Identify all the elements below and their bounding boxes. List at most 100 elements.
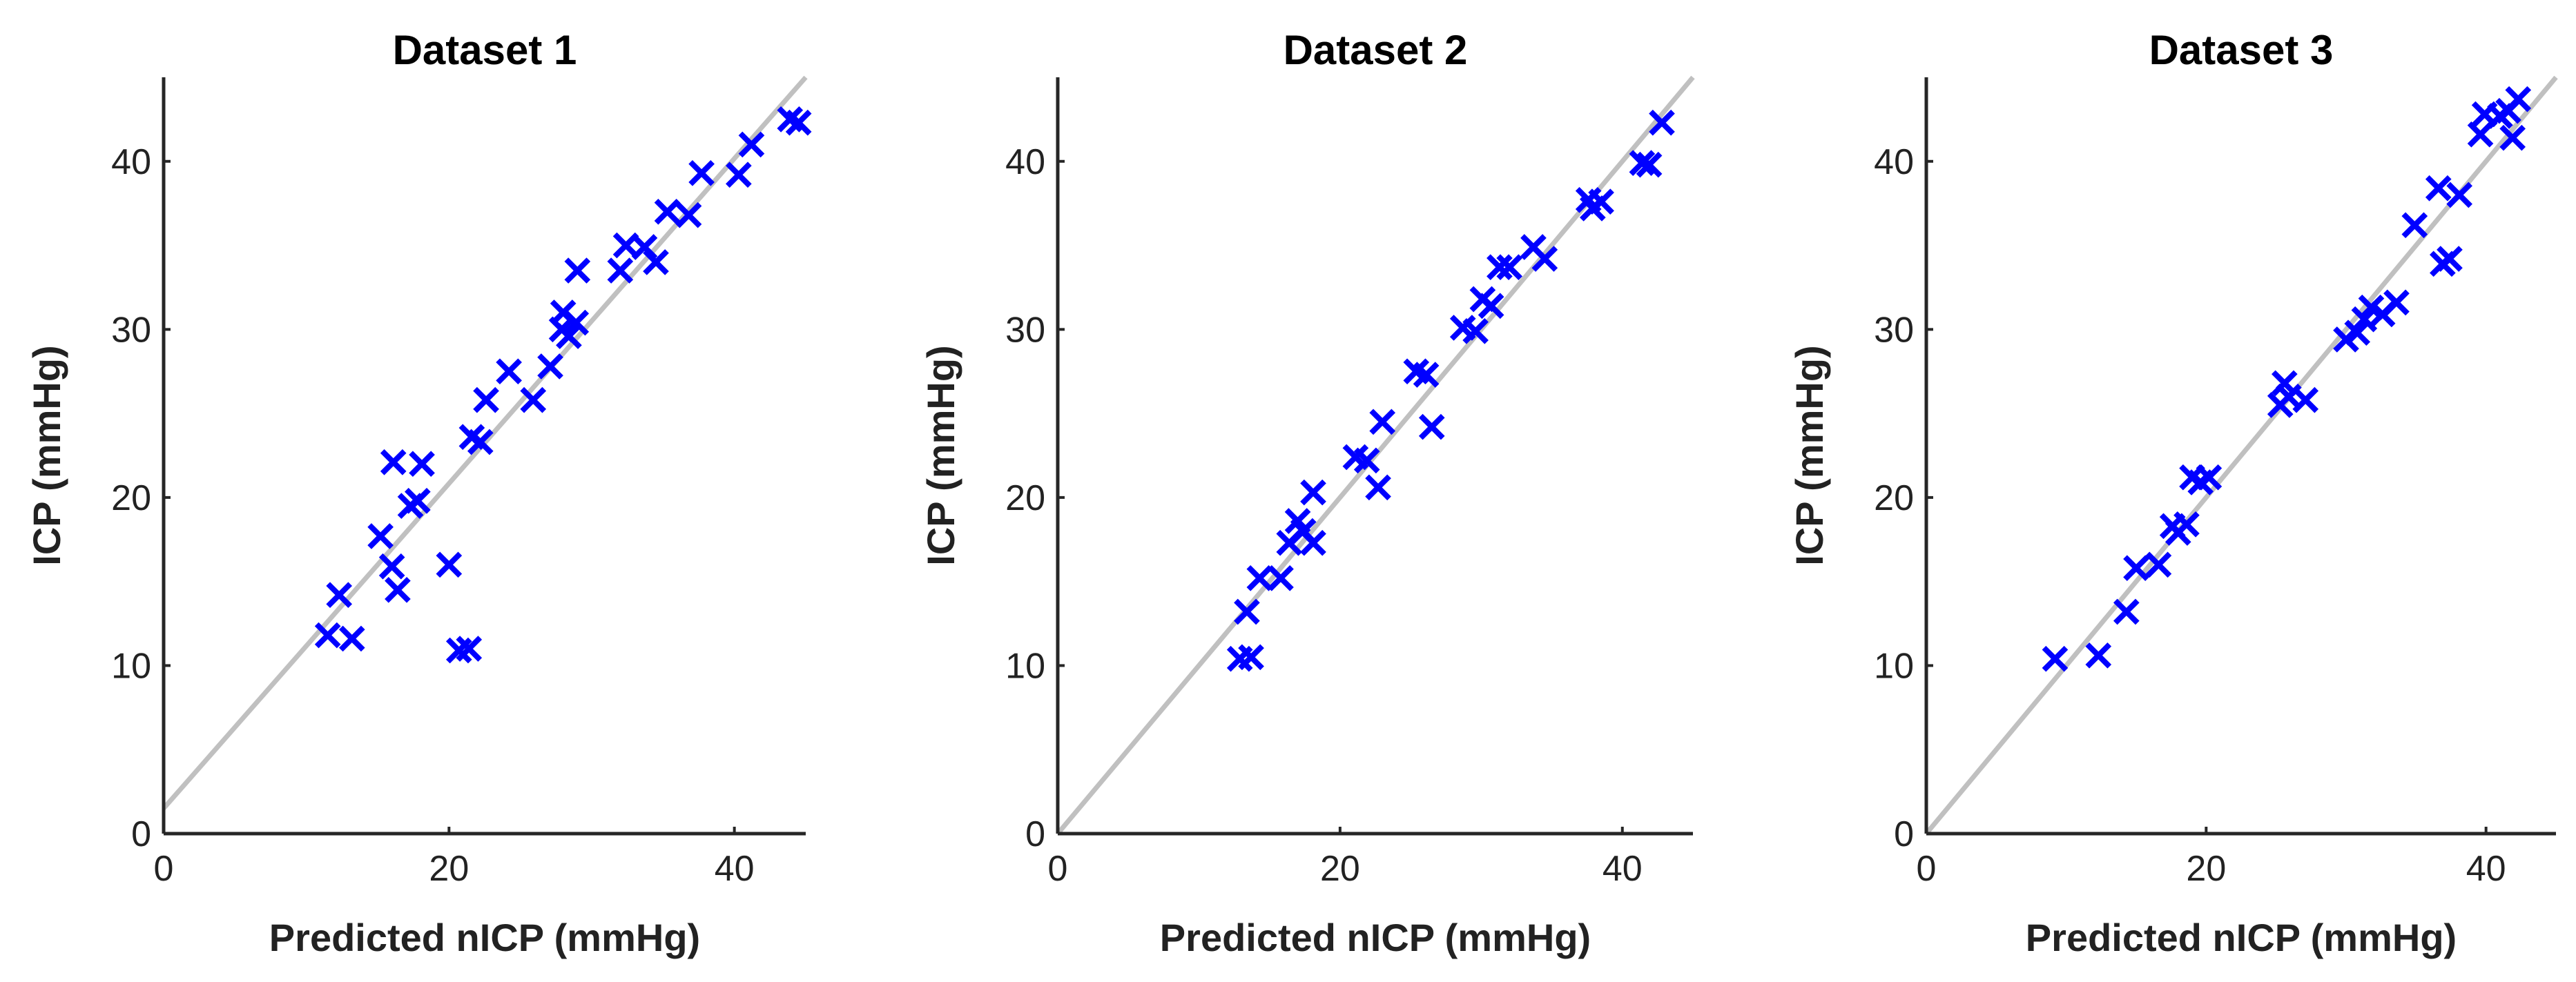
- data-point: [1636, 151, 1663, 178]
- data-point: [1369, 409, 1396, 435]
- data-point: [338, 625, 365, 652]
- y-tick-label: 0: [1025, 814, 1045, 854]
- data-point: [726, 161, 752, 188]
- data-point: [409, 451, 435, 478]
- data-point: [385, 577, 411, 603]
- data-point: [2085, 642, 2112, 669]
- data-point: [2123, 555, 2149, 582]
- data-point: [675, 202, 702, 228]
- data-point: [738, 131, 765, 158]
- data-point: [1268, 564, 1294, 591]
- y-tick-label: 0: [1894, 814, 1914, 854]
- data-point: [1353, 447, 1380, 474]
- data-point: [1234, 598, 1260, 625]
- data-point: [643, 249, 669, 275]
- data-point: [2425, 175, 2452, 202]
- data-point: [537, 353, 563, 380]
- y-tick-label: 20: [1874, 478, 1914, 518]
- data-point: [2467, 121, 2494, 148]
- data-point: [405, 487, 431, 514]
- y-tick-label: 40: [1874, 142, 1914, 182]
- data-point: [563, 309, 590, 336]
- panel-dataset-1: Dataset 1 ICP (mmHg) Predicted nICP (mmH…: [25, 27, 812, 959]
- chart-title: Dataset 1: [393, 27, 577, 73]
- data-point: [496, 358, 522, 385]
- chart-title: Dataset 2: [1284, 27, 1468, 73]
- x-tick-label: 20: [1320, 849, 1360, 889]
- y-tick-label: 30: [111, 310, 151, 350]
- data-point: [1246, 564, 1273, 591]
- y-tick-label: 30: [1874, 310, 1914, 350]
- x-axis-label: Predicted nICP (mmHg): [1160, 916, 1591, 959]
- data-point: [1418, 413, 1445, 440]
- data-point: [326, 582, 353, 608]
- y-tick-label: 10: [1874, 646, 1914, 686]
- data-point: [2499, 124, 2526, 151]
- data-point: [2042, 645, 2069, 672]
- data-point: [1629, 150, 1656, 177]
- data-point: [1300, 479, 1326, 506]
- x-tick-label: 40: [2466, 849, 2506, 889]
- data-point: [456, 636, 483, 662]
- x-tick-label: 20: [429, 849, 469, 889]
- data-point: [607, 257, 634, 284]
- data-point: [520, 386, 547, 413]
- data-point: [473, 386, 499, 413]
- data-point: [785, 109, 812, 136]
- data-point: [1365, 474, 1391, 501]
- x-tick-label: 0: [1048, 849, 1068, 889]
- y-tick-label: 20: [1005, 478, 1045, 518]
- data-point: [688, 159, 715, 186]
- data-point: [2173, 511, 2200, 538]
- data-point: [314, 622, 341, 649]
- x-axis-label: Predicted nICP (mmHg): [269, 916, 700, 959]
- data-point: [2505, 86, 2532, 112]
- y-tick-label: 40: [111, 142, 151, 182]
- x-tick-label: 20: [2186, 849, 2226, 889]
- data-point: [2145, 551, 2172, 578]
- data-point: [2401, 212, 2428, 239]
- y-tick-label: 40: [1005, 142, 1045, 182]
- data-point: [1649, 109, 1675, 136]
- data-point: [1588, 188, 1614, 215]
- data-point: [2437, 246, 2463, 272]
- x-tick-label: 40: [715, 849, 755, 889]
- data-point: [1300, 529, 1326, 556]
- y-axis-label: ICP (mmHg): [919, 345, 962, 565]
- y-tick-label: 10: [1005, 646, 1045, 686]
- data-point: [436, 551, 463, 578]
- panel-dataset-3: Dataset 3 ICP (mmHg) Predicted nICP (mmH…: [1788, 27, 2558, 959]
- data-point: [378, 553, 405, 580]
- data-point: [2292, 386, 2319, 413]
- data-point: [1462, 317, 1489, 344]
- data-point: [564, 257, 591, 284]
- data-point: [2351, 306, 2378, 333]
- y-axis-label: ICP (mmHg): [25, 345, 68, 565]
- data-point: [1531, 246, 1558, 272]
- y-tick-label: 10: [111, 646, 151, 686]
- data-point: [2113, 598, 2140, 625]
- panel-dataset-2: Dataset 2 ICP (mmHg) Predicted nICP (mmH…: [919, 27, 1695, 959]
- data-point: [556, 323, 582, 349]
- data-point: [2196, 464, 2222, 491]
- data-point: [654, 199, 681, 225]
- data-point: [1486, 254, 1513, 281]
- y-tick-label: 30: [1005, 310, 1045, 350]
- data-point: [1413, 362, 1440, 388]
- y-tick-label: 20: [111, 478, 151, 518]
- data-point: [2446, 181, 2472, 208]
- x-tick-label: 0: [154, 849, 174, 889]
- data-point: [2344, 320, 2371, 346]
- x-axis-label: Predicted nICP (mmHg): [2026, 916, 2457, 959]
- data-point: [1496, 254, 1523, 281]
- y-tick-label: 0: [131, 814, 151, 854]
- data-point: [1238, 644, 1264, 671]
- data-point: [367, 523, 394, 549]
- x-tick-label: 40: [1602, 849, 1643, 889]
- data-point: [2383, 289, 2410, 316]
- chart-title: Dataset 3: [2149, 27, 2334, 73]
- data-point: [1478, 293, 1504, 320]
- data-point: [467, 429, 494, 455]
- data-point: [380, 449, 407, 475]
